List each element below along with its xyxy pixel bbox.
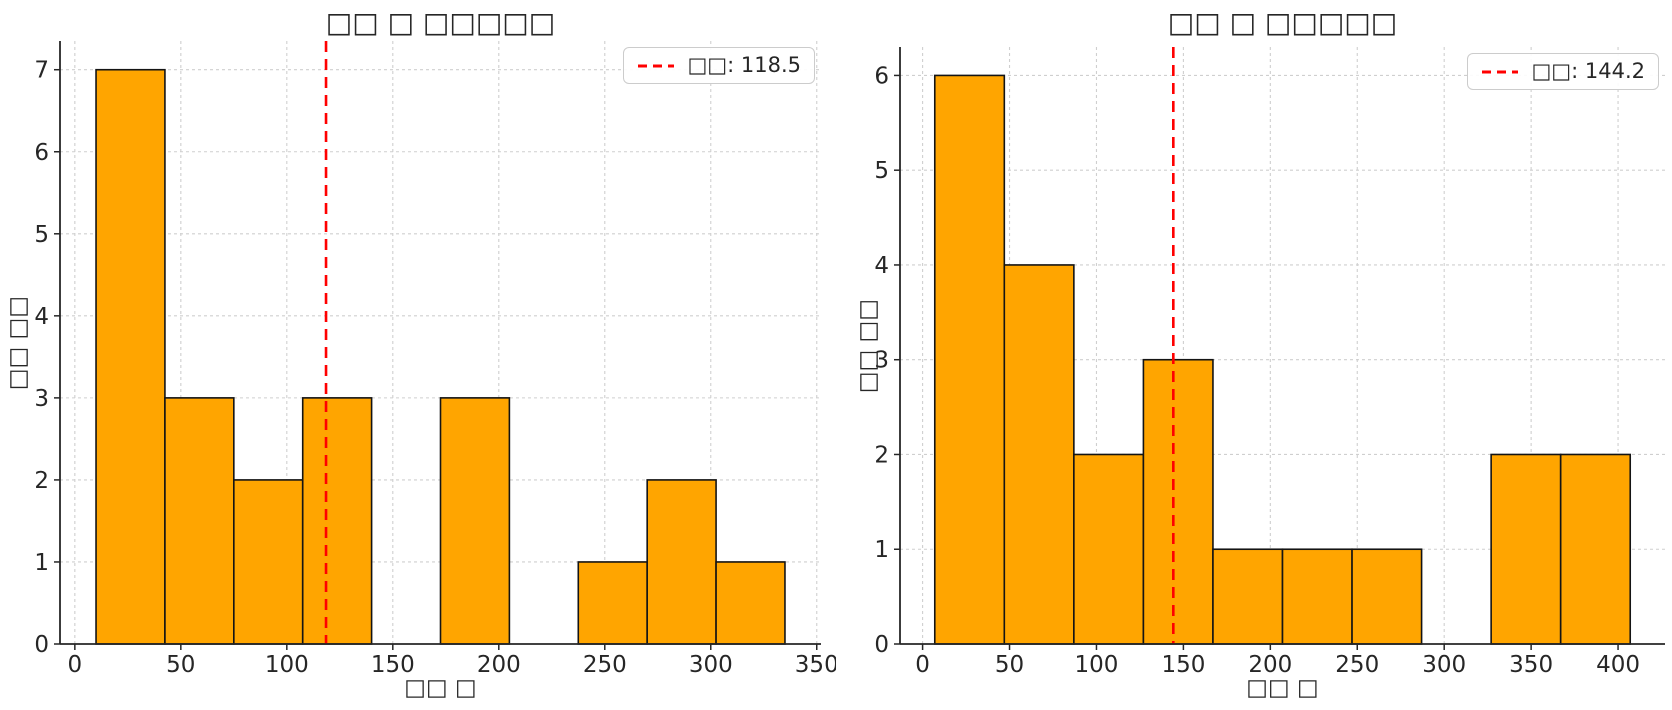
- histogram-chart-left: 0 50 100 150 200 250 300 350 0 1 2 3 4 5 6 7 □□ □ □□□□□…: [5, 6, 836, 701]
- histogram-bar: [95, 68, 166, 645]
- histogram-bar: [1281, 548, 1353, 645]
- y-tick-label: 5: [874, 158, 889, 184]
- y-tick-label: 3: [874, 348, 889, 374]
- histogram-bar: [646, 479, 717, 645]
- x-tick-label: 250: [1335, 652, 1379, 678]
- histogram-bar: [1073, 453, 1145, 645]
- histogram-bar: [233, 479, 304, 645]
- histogram-bar: [1351, 548, 1423, 645]
- x-tick-label: 350: [1509, 652, 1553, 678]
- x-tick-label: 100: [1075, 652, 1119, 678]
- histogram-bar: [1490, 453, 1562, 645]
- chart-title: □□ □ □□□□□: [1167, 6, 1398, 39]
- x-tick-label: 0: [68, 652, 83, 678]
- y-tick-label: 4: [34, 304, 49, 330]
- mean-line-legend-icon: [1482, 70, 1519, 73]
- y-tick-label: 0: [34, 632, 49, 658]
- chart-plot-area-right: 0 50 100 150 200 250 300 350 400 0 1 2 3 4 5 6: [874, 47, 1665, 678]
- y-axis-label: □□ □□: [5, 295, 31, 390]
- histogram-bar: [1003, 264, 1075, 645]
- y-tick-label: 2: [874, 442, 889, 468]
- x-axis-label: □□ □: [1246, 675, 1319, 701]
- histogram-bar: [1212, 548, 1284, 645]
- histogram-bar: [577, 561, 648, 645]
- histogram-chart-right: 0 50 100 150 200 250 300 350 400 0 1 2 3 4 5 6 □□ □ □□□…: [836, 0, 1672, 710]
- x-axis-label: □□ □: [404, 675, 477, 701]
- x-tick-label: 150: [1161, 652, 1205, 678]
- y-tick-label: 7: [34, 58, 49, 84]
- histogram-bar: [715, 561, 786, 645]
- x-tick-label: 200: [1248, 652, 1292, 678]
- histogram-bar: [933, 74, 1006, 645]
- chart-plot-area-left: 0 50 100 150 200 250 300 350 0 1 2 3 4 5 6 7: [34, 41, 836, 678]
- chart-title: □□ □ □□□□□: [325, 6, 556, 39]
- legend-label: □□: 118.5: [687, 53, 801, 77]
- y-tick-label: 6: [874, 63, 889, 89]
- y-tick-label: 5: [34, 222, 49, 248]
- histogram-bar: [1142, 358, 1214, 645]
- x-tick-label: 350: [795, 652, 836, 678]
- x-tick-label: 400: [1596, 652, 1640, 678]
- y-tick-label: 1: [874, 537, 889, 563]
- histogram-bar: [301, 397, 373, 645]
- x-tick-label: 200: [477, 652, 521, 678]
- legend-label: □□: 144.2: [1531, 59, 1645, 83]
- x-tick-label: 150: [371, 652, 415, 678]
- histogram-bar: [1559, 453, 1632, 645]
- histogram-bar: [439, 397, 511, 645]
- y-tick-label: 3: [34, 386, 49, 412]
- legend: □□: 118.5: [623, 47, 815, 84]
- y-tick-label: 6: [34, 140, 49, 166]
- x-tick-label: 300: [1422, 652, 1466, 678]
- x-tick-label: 300: [689, 652, 733, 678]
- x-tick-label: 0: [915, 652, 930, 678]
- histogram-bar: [164, 397, 235, 645]
- x-tick-label: 100: [265, 652, 309, 678]
- x-tick-label: 250: [583, 652, 627, 678]
- y-tick-label: 0: [874, 632, 889, 658]
- x-tick-label: 50: [995, 652, 1024, 678]
- x-tick-label: 50: [166, 652, 195, 678]
- y-tick-label: 1: [34, 550, 49, 576]
- y-axis-label: □□ □□: [855, 298, 881, 393]
- mean-line-legend-icon: [638, 64, 675, 67]
- legend: □□: 144.2: [1467, 53, 1659, 90]
- y-tick-label: 4: [874, 253, 889, 279]
- y-tick-label: 2: [34, 468, 49, 494]
